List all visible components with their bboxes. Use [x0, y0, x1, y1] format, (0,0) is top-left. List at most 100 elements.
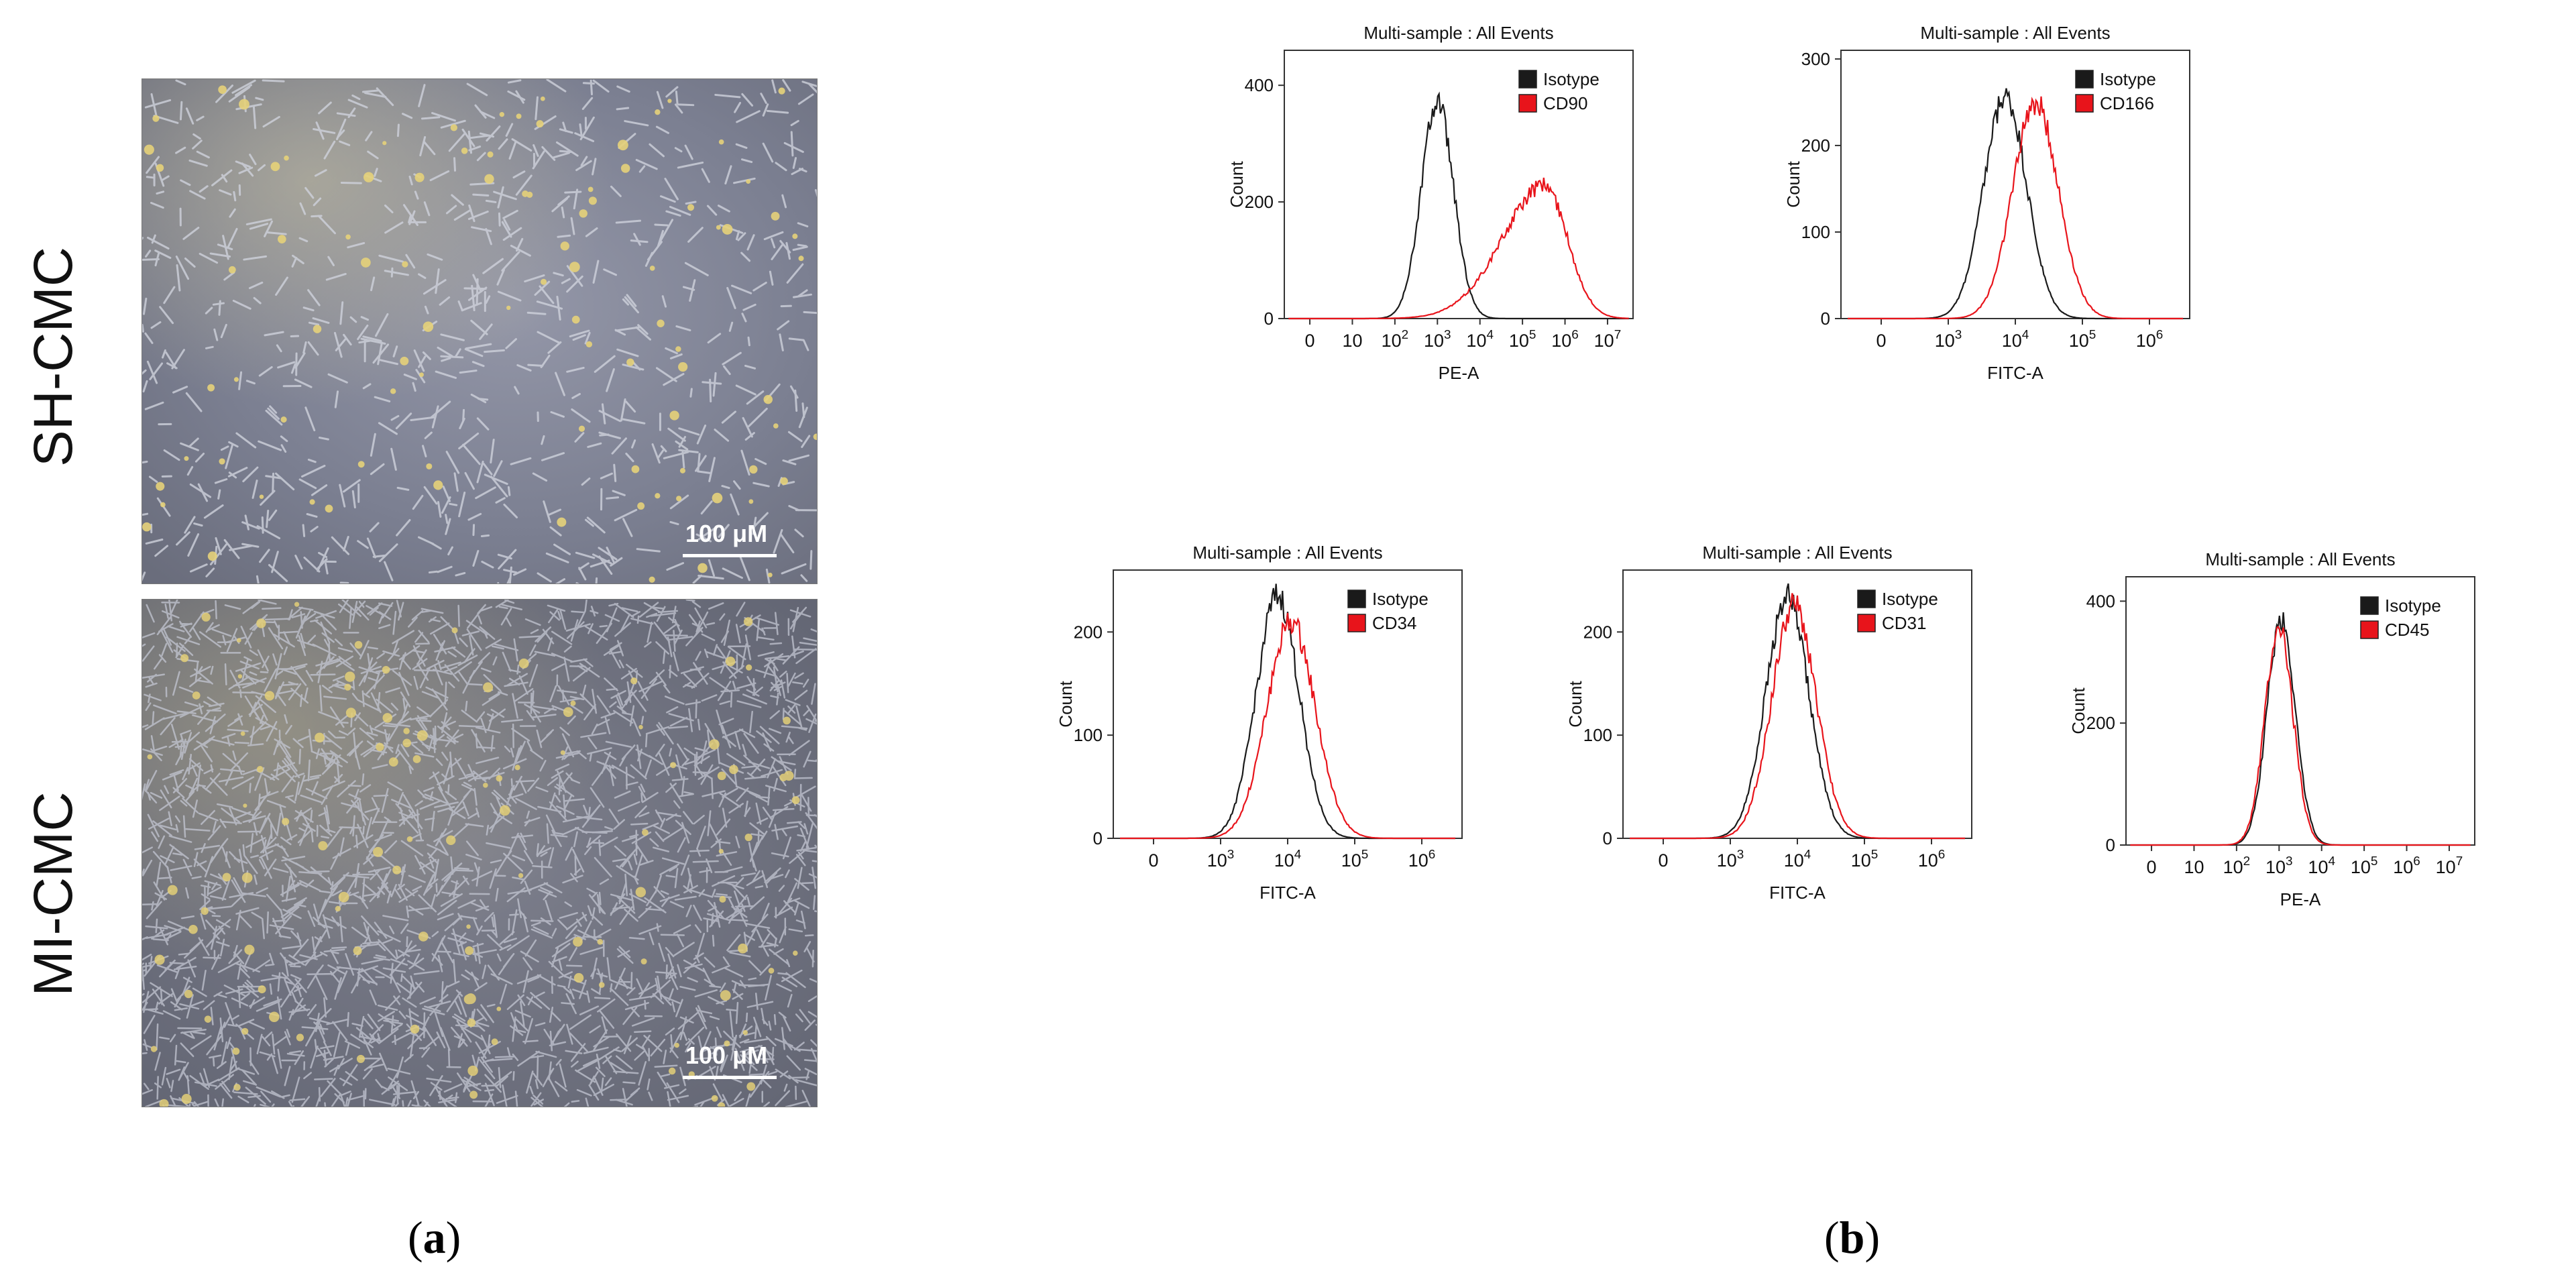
cell-mark [659, 195, 676, 203]
cell-mark [179, 1003, 200, 1010]
cell-mark [423, 874, 435, 896]
bright-cell [679, 467, 685, 473]
cell-mark [543, 882, 563, 894]
x-tick-label: 103 [2265, 854, 2293, 877]
cell-mark [351, 797, 360, 807]
cell-mark [146, 360, 158, 384]
cell-mark [546, 729, 554, 736]
cell-mark [356, 968, 361, 987]
cell-mark [419, 135, 427, 157]
cell-mark [344, 1040, 361, 1049]
cell-mark [378, 422, 398, 435]
cell-mark [522, 970, 529, 993]
cell-mark [205, 919, 217, 932]
cell-mark [388, 720, 402, 742]
cell-mark [322, 780, 345, 791]
cell-mark [797, 851, 804, 860]
cell-mark [227, 717, 241, 727]
cell-mark [535, 626, 552, 642]
cell-mark [786, 673, 789, 693]
cell-mark [378, 624, 391, 630]
cell-mark [427, 852, 439, 864]
cell-mark [447, 810, 454, 826]
cell-mark [226, 1037, 231, 1050]
cell-mark [215, 1074, 234, 1090]
cell-mark [142, 1089, 154, 1095]
cell-mark [436, 738, 459, 743]
cell-mark [418, 630, 430, 643]
cell-mark [555, 1023, 565, 1038]
cell-mark [679, 1016, 687, 1041]
cell-mark [310, 866, 331, 884]
cell-mark [797, 821, 806, 830]
cell-mark [300, 693, 303, 708]
cell-mark [251, 601, 261, 609]
cell-mark [233, 944, 238, 957]
cell-mark [306, 968, 321, 989]
cell-mark [669, 748, 672, 757]
cell-mark [146, 1008, 164, 1015]
cell-mark [419, 858, 437, 870]
cell-mark [634, 805, 647, 819]
cell-mark [228, 1056, 233, 1080]
cell-mark [440, 893, 463, 907]
cell-mark [535, 96, 539, 121]
series-line-cd31 [1630, 593, 1965, 840]
cell-mark [395, 744, 400, 754]
cell-mark [712, 934, 715, 947]
cell-mark [452, 928, 461, 954]
cell-mark [504, 681, 528, 687]
cell-mark [185, 107, 194, 125]
cell-mark [142, 323, 144, 333]
cell-mark [697, 718, 701, 731]
cell-mark [237, 1095, 249, 1104]
cell-mark [409, 1032, 418, 1037]
cell-mark [666, 562, 685, 571]
cell-mark [512, 723, 514, 748]
cell-mark [469, 661, 483, 679]
cell-mark [412, 658, 428, 670]
cell-mark [229, 807, 237, 826]
cell-mark [402, 697, 406, 711]
cell-mark [530, 749, 544, 760]
cell-mark [372, 967, 393, 980]
cell-mark [512, 170, 526, 179]
cell-mark [701, 694, 718, 702]
legend-swatch-isotype [2075, 70, 2094, 89]
cell-mark [228, 949, 243, 964]
bright-cell [154, 954, 165, 965]
cell-mark [360, 1031, 372, 1056]
cell-mark [282, 1094, 290, 1098]
cell-mark [368, 677, 377, 681]
cell-mark [260, 671, 269, 673]
cell-mark [719, 983, 726, 993]
y-axis-label: Count [1056, 681, 1076, 728]
cell-mark [475, 757, 500, 765]
cell-mark [288, 960, 306, 966]
cell-mark [227, 227, 238, 248]
bright-cell [649, 576, 655, 583]
cell-mark [190, 1035, 212, 1050]
cell-mark [310, 526, 319, 533]
cell-mark [205, 928, 224, 948]
cell-mark [530, 628, 539, 634]
cell-mark [569, 1032, 588, 1052]
cell-mark [749, 710, 753, 734]
cell-mark [143, 297, 148, 315]
cell-mark [669, 716, 688, 727]
cell-mark [401, 702, 409, 722]
series-line-isotype [1848, 88, 2183, 320]
cell-mark [223, 985, 247, 997]
cell-mark [260, 791, 279, 799]
cell-mark [697, 1036, 704, 1052]
cell-mark [178, 1066, 186, 1080]
cell-mark [256, 1086, 282, 1098]
x-tick-label: 0 [2147, 857, 2157, 877]
cell-mark [235, 909, 241, 931]
bright-cell [729, 765, 738, 775]
cell-mark [318, 101, 332, 115]
cell-mark [402, 794, 416, 816]
y-tick-label: 200 [1245, 192, 1274, 212]
cell-mark [717, 205, 730, 213]
cell-mark [551, 928, 557, 937]
